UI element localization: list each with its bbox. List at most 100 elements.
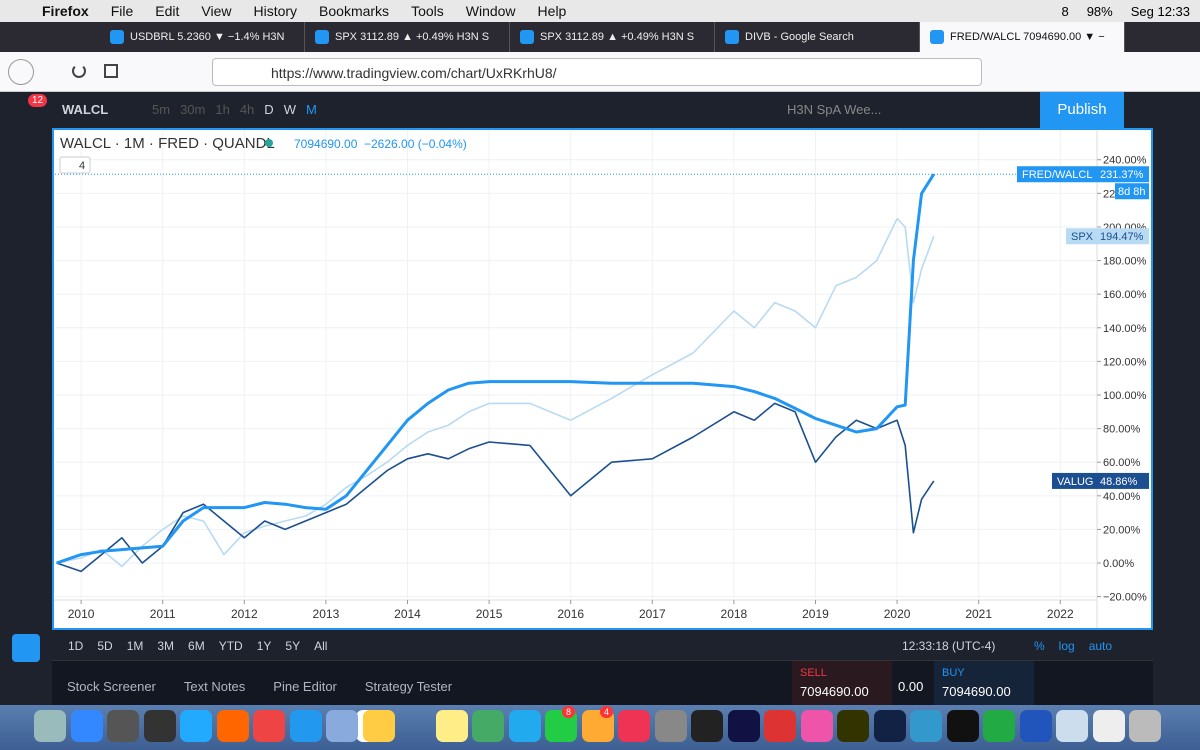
- dock-icon[interactable]: [1019, 710, 1052, 742]
- scale-option[interactable]: %: [1034, 639, 1045, 653]
- dock-icon[interactable]: [764, 710, 796, 742]
- menu-item[interactable]: Window: [465, 3, 516, 19]
- dock-icon[interactable]: [654, 710, 687, 742]
- series-line: [56, 217, 935, 568]
- tab-icon: [520, 30, 534, 44]
- drawing-toolbar: 12: [0, 92, 52, 705]
- y-tick-label: 180.00%: [1103, 256, 1147, 268]
- menu-item[interactable]: Edit: [155, 3, 180, 19]
- interval[interactable]: M: [305, 102, 317, 117]
- range[interactable]: 1D: [68, 639, 84, 653]
- buy-box[interactable]: BUY 7094690.00: [934, 661, 1034, 706]
- dock-icon[interactable]: [326, 710, 358, 742]
- menu-item[interactable]: Bookmarks: [319, 3, 390, 19]
- menu-item[interactable]: View: [201, 3, 232, 19]
- dock-icon[interactable]: [472, 710, 504, 742]
- countdown-box: [1115, 183, 1149, 200]
- x-tick-label: 2013: [313, 607, 340, 621]
- range[interactable]: 1M: [126, 639, 144, 653]
- panel-tab[interactable]: Strategy Tester: [364, 679, 453, 694]
- dock-icon[interactable]: [873, 710, 906, 742]
- dock-icon[interactable]: [837, 710, 869, 742]
- spread: 0.00: [898, 679, 924, 694]
- panel-tab[interactable]: Stock Screener: [67, 679, 156, 694]
- tab[interactable]: DIVB - Google Search: [715, 22, 920, 52]
- panel-tab[interactable]: Pine Editor: [273, 679, 337, 694]
- dock-icon[interactable]: [143, 710, 176, 742]
- interval[interactable]: 4h: [239, 102, 255, 117]
- dock-icon[interactable]: [1092, 710, 1125, 742]
- range[interactable]: 3M: [157, 639, 175, 653]
- dock-icon[interactable]: [216, 710, 249, 742]
- tab[interactable]: USDBRL 5.2360 ▼ −1.4% H3N: [100, 22, 305, 52]
- dock-icon[interactable]: [910, 710, 942, 742]
- dock-icon[interactable]: [180, 710, 212, 742]
- dock-icon[interactable]: [618, 710, 650, 742]
- dock-icon[interactable]: [983, 710, 1015, 742]
- dock-icon[interactable]: [508, 710, 541, 742]
- tab-icon: [315, 30, 329, 44]
- link-tool[interactable]: [12, 634, 40, 662]
- menu-item[interactable]: File: [110, 3, 134, 19]
- scale-option[interactable]: log: [1058, 639, 1075, 653]
- dock-icon[interactable]: [289, 710, 322, 742]
- interval[interactable]: W: [283, 102, 296, 117]
- tab[interactable]: FRED/WALCL 7094690.00 ▼ −: [920, 22, 1125, 52]
- x-tick-label: 2011: [150, 607, 176, 621]
- sell-box[interactable]: SELL 7094690.00: [792, 661, 892, 706]
- x-tick-label: 2021: [965, 607, 992, 621]
- app-name: Firefox: [42, 3, 89, 19]
- y-tick-label: −20.00%: [1103, 592, 1147, 604]
- dock-icon[interactable]: [253, 710, 285, 742]
- tab-title: SPX 3112.89 ▲ +0.49% H3N S: [540, 31, 695, 43]
- range[interactable]: All: [314, 639, 328, 653]
- series-name-box: [1017, 166, 1097, 183]
- symbol[interactable]: WALCL: [62, 102, 109, 117]
- scale-option[interactable]: auto: [1088, 639, 1113, 653]
- status-dot: [265, 139, 273, 147]
- panel-tab[interactable]: Text Notes: [183, 679, 246, 694]
- tab-title: DIVB - Google Search: [745, 31, 854, 43]
- menu-item[interactable]: History: [253, 3, 298, 19]
- menu-item[interactable]: Tools: [411, 3, 444, 19]
- back-button[interactable]: [8, 59, 34, 85]
- url-bar[interactable]: https://www.tradingview.com/chart/UxRKrh…: [212, 58, 982, 86]
- range[interactable]: YTD: [218, 639, 243, 653]
- tab[interactable]: SPX 3112.89 ▲ +0.49% H3N S: [305, 22, 510, 52]
- range[interactable]: 5D: [97, 639, 113, 653]
- range[interactable]: 1Y: [256, 639, 272, 653]
- dock-icon[interactable]: [1129, 710, 1161, 742]
- dock-icon[interactable]: [691, 710, 723, 742]
- dock-icon[interactable]: [435, 710, 468, 742]
- dock-icon[interactable]: [34, 710, 66, 742]
- range[interactable]: 6M: [188, 639, 205, 653]
- collapse-box: [59, 156, 91, 174]
- chart: −20.00% 0.00% 20.00% 40.00% 60.00% 80.00% 100.…: [52, 128, 1153, 630]
- dock-icon[interactable]: [1056, 710, 1088, 742]
- menu-item[interactable]: Help: [537, 3, 567, 19]
- dock-icon[interactable]: [70, 710, 103, 742]
- y-tick-label: 60.00%: [1103, 457, 1141, 469]
- tab-title: SPX 3112.89 ▲ +0.49% H3N S: [335, 31, 490, 43]
- y-tick-label: 0.00%: [1103, 558, 1134, 570]
- y-tick-label: 240.00%: [1103, 155, 1147, 167]
- x-tick-label: 2017: [639, 607, 666, 621]
- interval[interactable]: 5m: [152, 102, 171, 117]
- dock-icon[interactable]: [727, 710, 760, 742]
- y-tick-label: 100.00%: [1103, 390, 1147, 402]
- end-label: 231.37%: [1100, 169, 1144, 181]
- publish-button[interactable]: Publish: [1040, 92, 1124, 128]
- tab[interactable]: SPX 3112.89 ▲ +0.49% H3N S: [510, 22, 715, 52]
- dock-icon[interactable]: [946, 710, 979, 742]
- interval[interactable]: 30m: [180, 102, 206, 117]
- interval[interactable]: 1h: [215, 102, 230, 117]
- range[interactable]: 5Y: [285, 639, 301, 653]
- dock-icon[interactable]: [107, 710, 139, 742]
- dock-icon[interactable]: [362, 710, 395, 742]
- home-button[interactable]: [104, 64, 118, 78]
- interval[interactable]: D: [264, 102, 274, 117]
- intervals: 5m 30m 1h 4h D W M: [152, 102, 317, 117]
- reload-button[interactable]: [72, 64, 86, 78]
- dock-icon[interactable]: [800, 710, 833, 742]
- layout-name[interactable]: H3N SpA Wee...: [787, 102, 882, 117]
